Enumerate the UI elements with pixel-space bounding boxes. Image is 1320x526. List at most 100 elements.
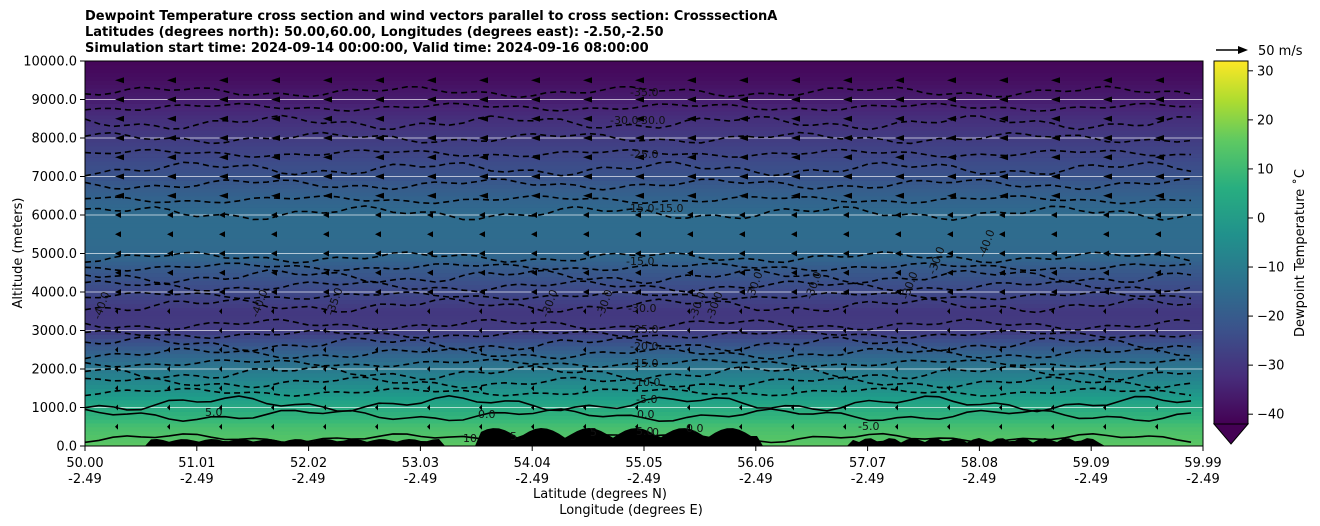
wind-vector [427, 385, 430, 392]
wind-vector [1103, 77, 1112, 84]
contour-label: -15.0 [630, 357, 658, 370]
wind-vector [115, 250, 121, 257]
x-tick-label-lon: -2.49 [515, 472, 549, 487]
wind-vector [427, 366, 430, 372]
contour-line-negative [85, 336, 1192, 352]
x-tick-label-lat: 55.05 [625, 456, 662, 471]
dewpoint-band [85, 372, 1203, 378]
dewpoint-band [85, 295, 1203, 301]
wind-vector [167, 385, 170, 392]
wind-vector [1155, 289, 1161, 295]
wind-vector [479, 289, 485, 295]
wind-vector [687, 404, 690, 411]
wind-vector [427, 346, 430, 353]
wind-vector [375, 77, 384, 84]
wind-vector [1103, 366, 1106, 372]
wind-vector [739, 269, 745, 276]
contour-label: -15.0 [626, 255, 654, 268]
x-tick-label-lon: -2.49 [851, 472, 885, 487]
wind-vector [947, 423, 950, 430]
dewpoint-band [85, 249, 1203, 255]
wind-vector [635, 154, 644, 161]
wind-vector [1051, 366, 1054, 372]
wind-vector [479, 212, 485, 218]
y-tick-label: 2000.0 [32, 363, 78, 378]
wind-vector [1051, 404, 1054, 411]
wind-vector [375, 423, 378, 430]
dewpoint-band [85, 234, 1203, 239]
dewpoint-band [85, 226, 1203, 231]
dewpoint-band [85, 380, 1203, 385]
wind-vector [1051, 154, 1060, 161]
wind-vector [427, 308, 430, 315]
dewpoint-contours [85, 85, 1192, 444]
wind-vector [219, 327, 222, 334]
wind-vector [1051, 308, 1054, 315]
contour-label: -10.0 [632, 376, 660, 389]
wind-vector [375, 212, 381, 218]
y-tick-label: 8000.0 [32, 132, 78, 147]
wind-vector [323, 154, 332, 161]
wind-vector [739, 96, 748, 103]
wind-vector [479, 231, 485, 238]
contour-label: 5.0 [636, 425, 654, 438]
wind-vector [427, 135, 436, 141]
wind-vector [635, 327, 638, 334]
dewpoint-band [85, 268, 1203, 274]
dewpoint-band [85, 315, 1203, 320]
contour-line-negative [85, 291, 1192, 301]
wind-vector [687, 192, 696, 199]
wind-vector [1155, 366, 1158, 372]
wind-vector [999, 77, 1008, 84]
contour-line-negative [85, 279, 1192, 293]
wind-vector [999, 404, 1002, 411]
wind-vector [375, 385, 378, 392]
contour-line-negative [85, 102, 1192, 113]
wind-vector [687, 135, 696, 141]
wind-vector [427, 173, 436, 180]
wind-vector [843, 250, 849, 257]
wind-vector [791, 250, 797, 257]
dewpoint-band [85, 84, 1203, 89]
wind-vector [583, 212, 589, 218]
dewpoint-band [85, 218, 1203, 224]
dewpoint-band [85, 265, 1203, 270]
dewpoint-band [85, 357, 1203, 362]
wind-vector [687, 289, 693, 295]
wind-vector [895, 154, 904, 161]
wind-vector [843, 289, 849, 295]
wind-vector [479, 385, 482, 392]
wind-vector [843, 423, 846, 430]
wind-vector [271, 250, 277, 257]
dewpoint-band [85, 145, 1203, 151]
contour-label: -30.0 [610, 114, 638, 127]
wind-vector [531, 366, 534, 372]
wind-vector [687, 77, 696, 84]
wind-vector [219, 269, 225, 276]
wind-vector [427, 96, 436, 103]
colorbar-tick-label: 0 [1257, 211, 1265, 226]
wind-vector [115, 192, 124, 199]
x-tick-label-lat: 50.00 [66, 456, 103, 471]
wind-vector [271, 366, 274, 372]
wind-vector [895, 366, 898, 372]
contour-line-negative [85, 194, 1192, 205]
wind-vector [115, 154, 124, 161]
wind-vector [739, 135, 748, 141]
contour-label: 10 [463, 432, 477, 445]
contour-line-negative [85, 329, 1192, 340]
wind-vector [167, 115, 176, 122]
wind-vector [791, 96, 800, 103]
wind-vector [843, 173, 852, 180]
y-tick-label: 10000.0 [23, 55, 77, 70]
wind-vector [531, 404, 534, 411]
wind-vector [739, 308, 742, 315]
dewpoint-band [85, 261, 1203, 266]
wind-vector [947, 404, 950, 411]
wind-vector [947, 212, 953, 218]
wind-vector [843, 308, 846, 315]
wind-vector [427, 77, 436, 84]
contour-label: -35.0 [630, 86, 658, 99]
dewpoint-band [85, 199, 1203, 205]
plot-area: -35.0-30.0-30.0-25.0-15.0 -15.0-15.0-30.0… [85, 61, 1203, 446]
